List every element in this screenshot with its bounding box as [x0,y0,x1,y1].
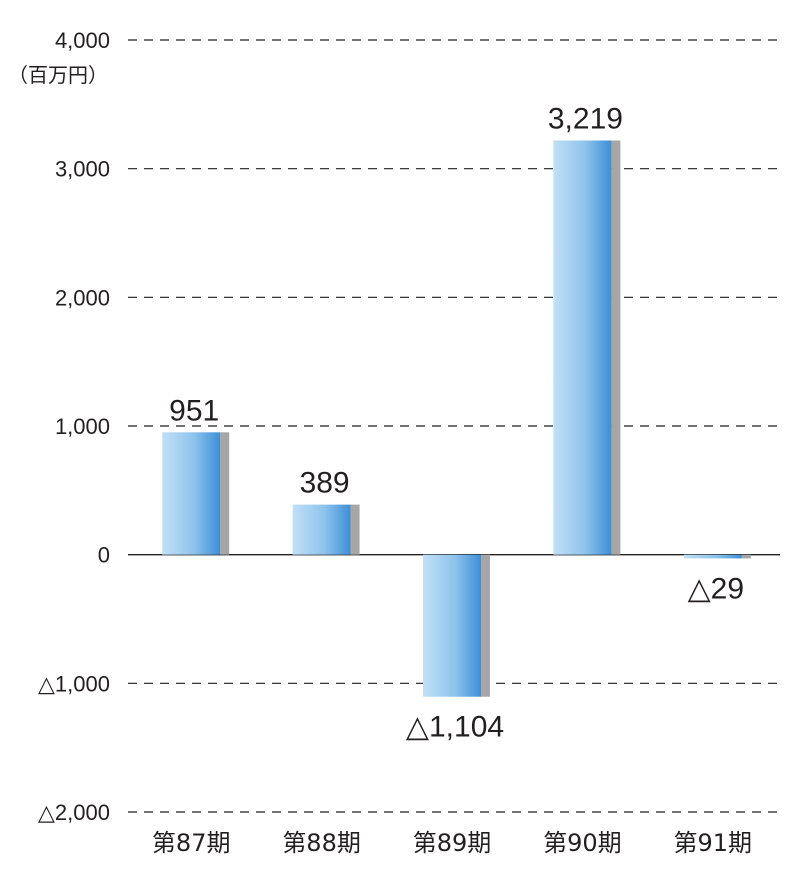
bar [292,504,360,555]
bar-body [423,554,481,697]
y-tick-label: △2,000 [38,800,110,825]
y-tick-label: 1,000 [55,414,110,439]
labels: 4,000 3,000 2,000 1,000 0 △1,000 △2,000 951 第87期… [38,28,752,857]
bar [423,554,490,697]
x-category-label: 第89期 [413,829,492,857]
bar-body [683,554,742,559]
data-label: △1,104 [406,711,504,744]
data-label: △29 [688,572,744,605]
x-category-label: 第90期 [543,829,622,857]
data-label: 389 [300,467,350,500]
y-axis-unit: （百万円） [8,63,108,87]
bar [553,140,621,555]
data-label: 3,219 [548,102,623,135]
y-tick-label: 2,000 [55,285,110,310]
data-label: 951 [169,394,219,427]
bar-body [553,140,612,555]
bar-body [162,432,221,555]
bar-shadow [220,432,230,555]
bar [162,432,230,555]
x-category-label: 第88期 [282,829,361,857]
bar-shadow [481,554,490,697]
y-tick-label: 0 [98,543,110,568]
x-category-label: 第87期 [152,829,231,857]
x-category-label: 第91期 [674,829,753,857]
y-tick-label: △1,000 [38,671,110,696]
bar-body [292,504,351,555]
y-tick-label: 3,000 [55,157,110,182]
bars [162,140,751,697]
bar-shadow [741,554,751,559]
bar-shadow [350,504,360,555]
y-tick-label: 4,000 [55,28,110,53]
bar-shadow [611,140,621,555]
bar [683,554,751,559]
